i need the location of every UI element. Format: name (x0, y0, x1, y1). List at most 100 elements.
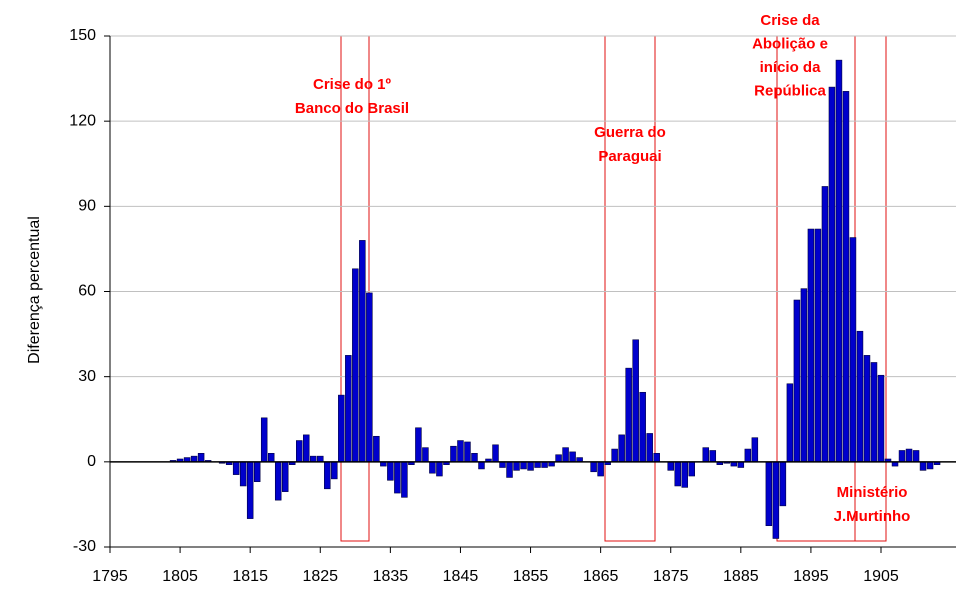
bar (331, 461, 338, 480)
bar (555, 454, 562, 463)
bar (281, 461, 289, 492)
bar (471, 453, 478, 463)
bar (429, 461, 436, 474)
bar (688, 461, 696, 477)
bar (513, 461, 520, 471)
bar (464, 441, 471, 463)
bar (681, 461, 688, 488)
annotation: Ministério (837, 484, 908, 501)
bar (436, 461, 443, 477)
bar (877, 374, 885, 463)
bar (737, 461, 745, 468)
highlight-box (604, 35, 656, 542)
bar (779, 461, 787, 507)
y-tick-label: -30 (73, 538, 96, 555)
bar (197, 453, 205, 463)
x-tick-label: 1825 (302, 568, 338, 585)
bar (296, 440, 303, 463)
bar (674, 461, 681, 487)
bar (317, 455, 324, 463)
bar (239, 461, 247, 487)
y-tick-label: 90 (78, 198, 96, 215)
bar (338, 394, 345, 463)
bar (253, 461, 261, 483)
x-tick-label: 1865 (583, 568, 619, 585)
x-tick-label: 1905 (863, 568, 899, 585)
y-tick-label: 30 (78, 368, 96, 385)
y-axis-label: Diferença percentual (26, 216, 43, 364)
highlight-box (854, 35, 887, 542)
bar (772, 461, 780, 539)
bar (190, 455, 198, 463)
annotation: Paraguai (598, 148, 661, 165)
bar (303, 434, 310, 463)
bar (310, 455, 317, 463)
bar (667, 461, 674, 471)
annotation: Abolição e (752, 35, 828, 52)
bar (246, 461, 254, 519)
annotation: República (754, 82, 826, 99)
bar (541, 461, 548, 468)
bar (274, 461, 282, 501)
bar (450, 445, 457, 463)
bar (457, 440, 464, 463)
bar (394, 461, 401, 494)
bar (751, 437, 759, 463)
bar (520, 461, 527, 470)
bar (569, 451, 576, 463)
bar (387, 461, 394, 481)
bar (786, 383, 794, 463)
bar (870, 362, 878, 463)
bar (492, 444, 499, 463)
x-tick-label: 1805 (162, 568, 198, 585)
bar (232, 461, 240, 475)
bar (534, 461, 541, 468)
bar (597, 461, 604, 477)
bar (478, 461, 485, 470)
x-tick-label: 1815 (232, 568, 268, 585)
bar (653, 453, 660, 463)
x-tick-label: 1895 (793, 568, 829, 585)
bar (422, 447, 429, 463)
x-tick-label: 1835 (373, 568, 409, 585)
bar (625, 367, 632, 463)
bar (807, 228, 815, 463)
bar (793, 299, 801, 463)
x-tick-label: 1855 (513, 568, 549, 585)
bar (366, 292, 373, 463)
bar (898, 450, 906, 463)
y-tick-label: 0 (87, 453, 96, 470)
bar (267, 453, 275, 463)
bar (849, 237, 857, 463)
bar (646, 433, 653, 463)
bar (814, 228, 822, 463)
bar (506, 461, 513, 478)
bar (611, 448, 618, 463)
bar (821, 186, 829, 463)
bar (765, 461, 773, 527)
bar (709, 450, 717, 463)
y-tick-label: 60 (78, 283, 96, 300)
bar (828, 86, 836, 463)
bar (324, 461, 331, 490)
bar (842, 91, 850, 463)
bar (912, 450, 920, 463)
bar (499, 461, 506, 468)
x-tick-label: 1875 (653, 568, 689, 585)
x-tick-label: 1845 (443, 568, 479, 585)
x-tick-label: 1885 (723, 568, 759, 585)
bar (359, 240, 366, 463)
bar (863, 355, 871, 463)
bar (260, 417, 268, 463)
bar (905, 448, 913, 463)
bar (618, 434, 625, 463)
annotation: Banco do Brasil (295, 100, 409, 117)
bar (562, 447, 569, 463)
x-tick-label: 1795 (92, 568, 128, 585)
annotation: Crise do 1º (313, 76, 392, 93)
bar (632, 339, 639, 463)
bar (590, 461, 597, 473)
bar (856, 330, 864, 463)
bar (926, 461, 934, 470)
